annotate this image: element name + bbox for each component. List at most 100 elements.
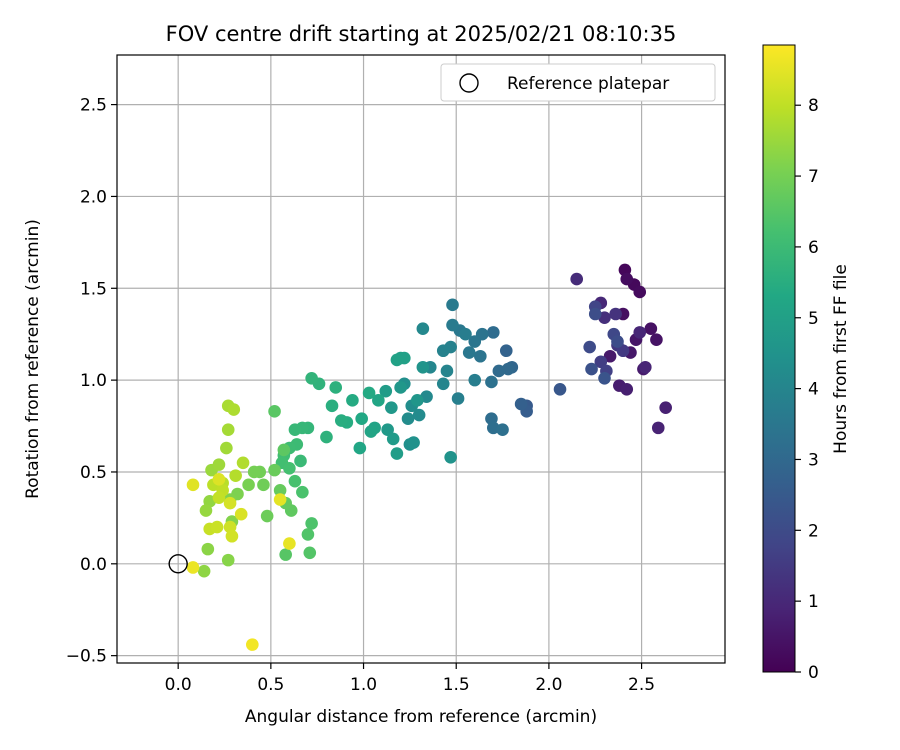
scatter-point bbox=[355, 412, 368, 425]
scatter-point bbox=[386, 432, 400, 446]
scatter-point bbox=[390, 447, 404, 460]
scatter-point bbox=[329, 381, 343, 394]
x-tick-label: 0.0 bbox=[165, 675, 192, 695]
scatter-point bbox=[462, 346, 476, 359]
scatter-point bbox=[401, 412, 415, 425]
scatter-point bbox=[620, 272, 634, 286]
reference-platepar-marker bbox=[168, 554, 188, 574]
colorbar-label: Hours from first FF file bbox=[831, 264, 851, 454]
scatter-point bbox=[364, 425, 378, 438]
scatter-point bbox=[436, 344, 450, 358]
scatter-point bbox=[283, 537, 296, 550]
colorbar-tick-label: 8 bbox=[808, 96, 819, 116]
scatter-point bbox=[210, 520, 224, 534]
scatter-point bbox=[451, 392, 465, 405]
scatter-point bbox=[485, 375, 498, 389]
colorbar-tick-label: 6 bbox=[808, 238, 819, 258]
scatter-point bbox=[325, 399, 339, 413]
scatter-point bbox=[212, 458, 226, 471]
y-tick-label: 0.5 bbox=[80, 463, 107, 483]
scatter-point bbox=[416, 322, 430, 335]
scatter-point bbox=[223, 496, 237, 510]
scatter-point bbox=[201, 542, 215, 556]
scatter-point bbox=[303, 546, 317, 560]
scatter-point bbox=[229, 469, 242, 482]
scatter-point bbox=[390, 353, 404, 367]
scatter-point bbox=[633, 326, 647, 339]
scatter-point bbox=[260, 509, 274, 523]
y-tick-label: −0.5 bbox=[66, 647, 107, 667]
colorbar-tick-label: 4 bbox=[808, 380, 819, 400]
scatter-point bbox=[514, 397, 528, 411]
colorbar-tick-label: 1 bbox=[808, 592, 819, 612]
scatter-point bbox=[186, 478, 200, 492]
scatter-point bbox=[446, 318, 459, 332]
scatter-point bbox=[257, 478, 270, 492]
y-tick-label: 1.5 bbox=[80, 279, 107, 299]
scatter-point bbox=[246, 638, 259, 651]
legend: Reference platepar bbox=[440, 63, 716, 102]
scatter-point bbox=[611, 335, 624, 348]
scatter-point bbox=[334, 414, 348, 427]
scatter-point bbox=[385, 401, 398, 414]
x-tick-label: 0.5 bbox=[257, 675, 284, 695]
scatter-point bbox=[199, 504, 213, 517]
scatter-point bbox=[603, 349, 617, 363]
scatter-point bbox=[221, 553, 235, 567]
chart-title: FOV centre drift starting at 2025/02/21 … bbox=[166, 22, 677, 46]
scatter-points bbox=[186, 263, 672, 651]
legend-box bbox=[440, 63, 716, 102]
scatter-point bbox=[296, 485, 309, 499]
scatter-point bbox=[394, 381, 407, 394]
scatter-point bbox=[609, 307, 622, 321]
scatter-point bbox=[247, 465, 261, 479]
scatter-point bbox=[362, 386, 376, 400]
scatter-point bbox=[598, 371, 611, 385]
colorbar bbox=[762, 44, 796, 673]
x-tick-label: 2.5 bbox=[628, 675, 655, 695]
colorbar-tick-label: 2 bbox=[808, 521, 819, 541]
scatter-point bbox=[486, 326, 500, 339]
scatter-point bbox=[474, 349, 487, 363]
scatter-point bbox=[288, 474, 302, 488]
x-tick-label: 1.5 bbox=[443, 675, 470, 695]
x-axis-ticks: 0.0 0.5 1.0 1.5 2.0 2.5 bbox=[165, 663, 655, 695]
x-tick-label: 2.0 bbox=[535, 675, 562, 695]
scatter-point bbox=[553, 383, 567, 396]
y-tick-label: 0.0 bbox=[80, 555, 107, 575]
scatter-point bbox=[320, 430, 333, 444]
scatter-point bbox=[381, 423, 394, 437]
colorbar-ticks: 0 1 2 3 4 5 6 7 8 bbox=[795, 96, 819, 683]
scatter-point bbox=[616, 344, 630, 358]
scatter-point bbox=[220, 441, 233, 455]
scatter-point bbox=[440, 364, 454, 378]
scatter-point bbox=[372, 394, 385, 407]
scatter-point bbox=[221, 423, 235, 437]
scatter-point bbox=[638, 360, 652, 374]
scatter-point bbox=[273, 484, 287, 497]
scatter-point bbox=[268, 405, 281, 418]
scatter-point bbox=[570, 272, 584, 286]
scatter-point bbox=[633, 285, 647, 299]
scatter-point bbox=[651, 421, 665, 435]
legend-label: Reference platepar bbox=[507, 74, 669, 94]
scatter-point bbox=[305, 517, 318, 530]
scatter-point bbox=[644, 322, 658, 335]
legend-marker-icon bbox=[459, 73, 479, 93]
y-axis-label: Rotation from reference (arcmin) bbox=[23, 219, 43, 499]
plot-frame bbox=[116, 54, 726, 664]
scatter-point bbox=[459, 327, 472, 341]
scatter-point bbox=[186, 561, 200, 574]
colorbar-tick-label: 7 bbox=[808, 167, 819, 187]
scatter-point bbox=[468, 335, 482, 348]
scatter-point bbox=[242, 478, 255, 492]
scatter-point bbox=[227, 403, 241, 416]
y-axis-ticks: −0.5 0.0 0.5 1.0 1.5 2.0 2.5 bbox=[66, 96, 117, 667]
scatter-point bbox=[353, 441, 367, 455]
scatter-point bbox=[305, 371, 318, 385]
scatter-point bbox=[407, 436, 420, 449]
scatter-point bbox=[379, 384, 393, 398]
scatter-point bbox=[279, 548, 292, 561]
scatter-point bbox=[583, 340, 596, 354]
